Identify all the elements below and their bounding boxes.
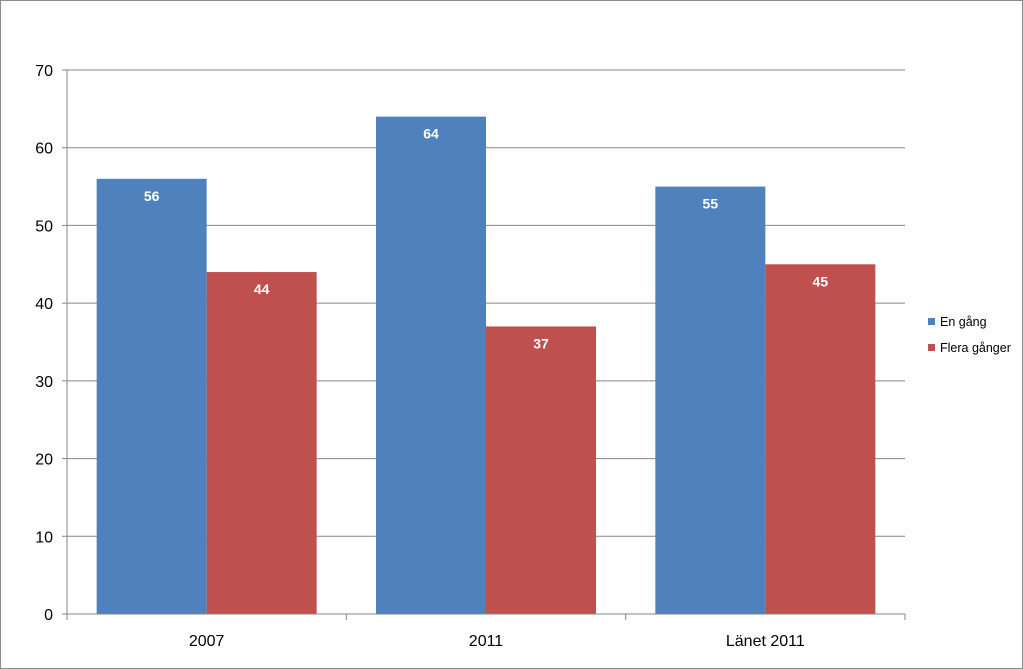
data-label: 37 (533, 335, 549, 351)
y-tick-label: 20 (35, 452, 53, 469)
bar (96, 178, 207, 615)
bar (765, 264, 876, 614)
y-tick-label: 40 (35, 296, 53, 313)
data-label: 55 (703, 196, 719, 212)
data-label: 44 (254, 281, 270, 297)
x-tick-label: Länet 2011 (726, 633, 805, 650)
legend-swatch (928, 344, 935, 351)
labels: 0 10 20 30 40 50 60 70 56 44 2007 64 37 2011 55 45 Länet… (35, 63, 828, 650)
data-label: 56 (144, 188, 160, 204)
y-tick-label: 50 (35, 218, 53, 235)
y-tick-label: 10 (35, 529, 53, 546)
y-tick-label: 60 (35, 141, 53, 158)
bar (655, 186, 766, 615)
bar (376, 116, 486, 614)
x-tick-label: 2007 (189, 633, 225, 650)
bar (486, 326, 596, 614)
data-label: 64 (423, 126, 439, 142)
legend-label: Flera gånger (940, 341, 1011, 355)
legend: En gång Flera gånger (928, 315, 1011, 355)
axes (62, 69, 906, 620)
y-tick-label: 70 (35, 63, 53, 80)
x-tick-label: 2011 (469, 633, 504, 650)
y-tick-label: 30 (35, 374, 53, 391)
legend-label: En gång (940, 315, 987, 329)
bars (96, 116, 876, 615)
legend-swatch (928, 318, 935, 325)
y-tick-label: 0 (44, 607, 53, 624)
data-label: 45 (813, 273, 829, 289)
bar (206, 272, 317, 614)
